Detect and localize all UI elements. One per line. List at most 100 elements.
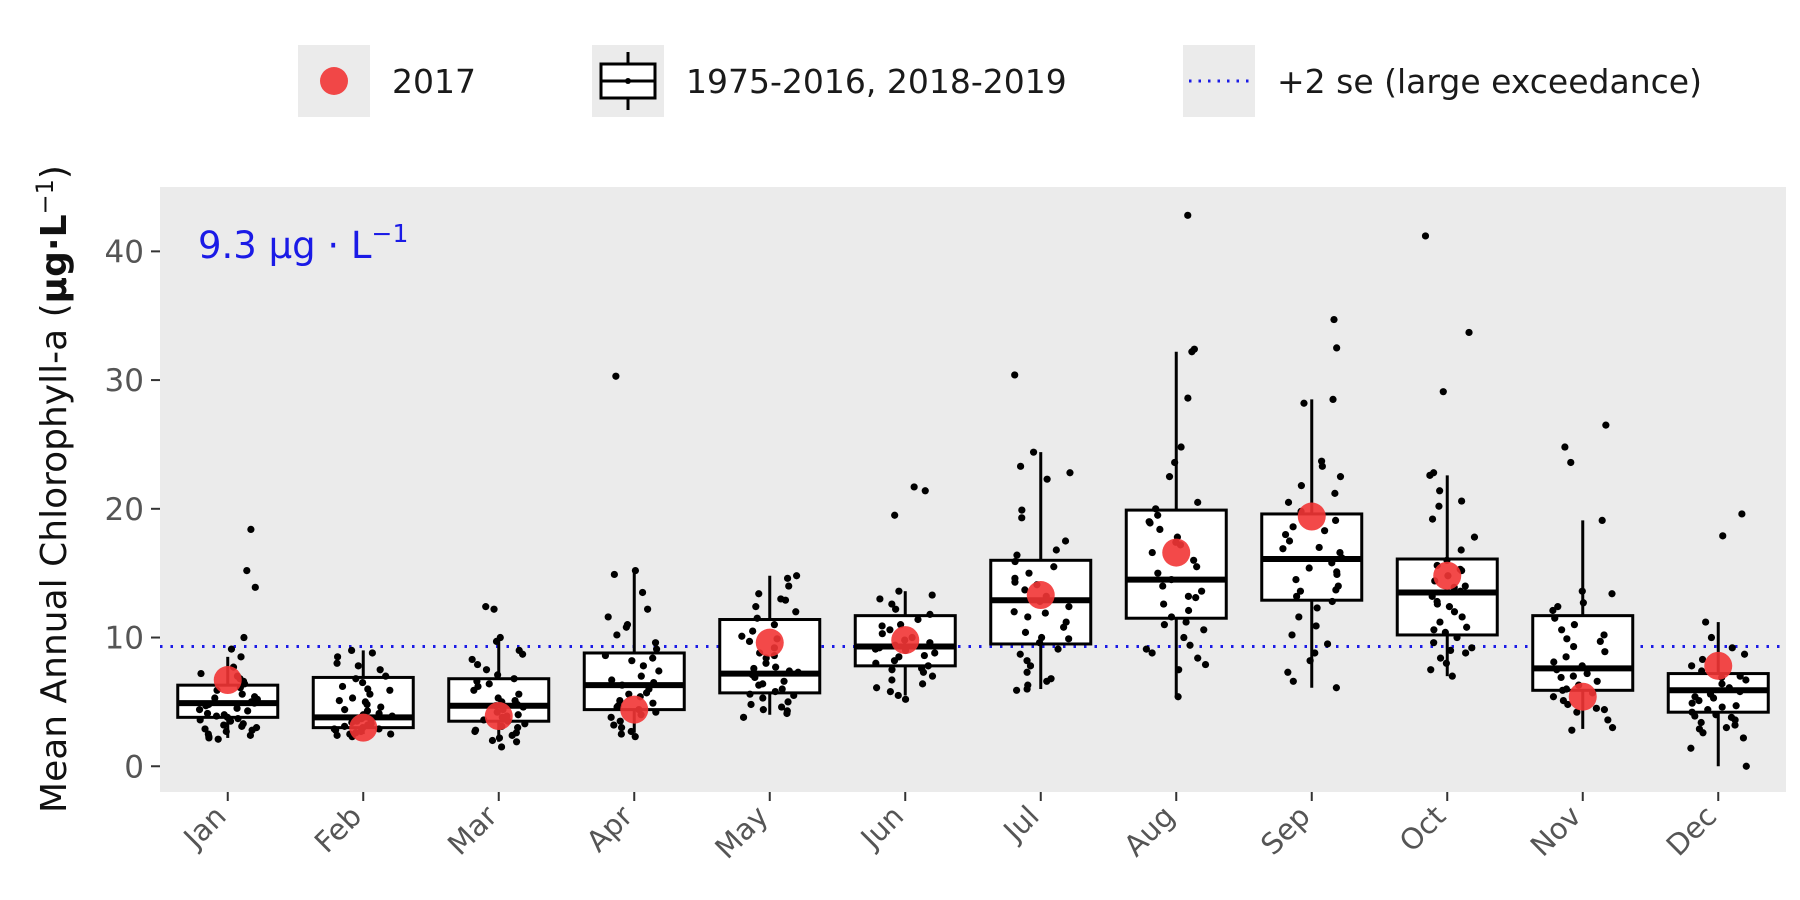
data-point <box>1328 559 1336 567</box>
data-point <box>918 680 927 688</box>
data-point <box>1011 371 1019 379</box>
data-point <box>375 709 383 718</box>
data-point <box>1054 645 1062 653</box>
data-point <box>1468 644 1476 652</box>
data-point <box>1435 502 1443 510</box>
data-point <box>1284 668 1292 676</box>
data-point <box>388 712 396 720</box>
data-point <box>1300 399 1308 407</box>
data-point <box>1154 511 1162 519</box>
data-point <box>1018 514 1026 522</box>
data-point <box>1450 608 1459 616</box>
data-point <box>1177 443 1185 451</box>
data-point <box>1146 519 1154 527</box>
data-point <box>244 707 252 715</box>
data-point <box>1284 498 1293 506</box>
data-point <box>1428 592 1436 600</box>
data-point <box>649 699 657 707</box>
data-point <box>1012 686 1021 694</box>
data-point <box>1184 592 1193 600</box>
data-point <box>201 725 209 733</box>
data-point <box>1174 693 1182 701</box>
data-point <box>1569 672 1577 680</box>
data-point <box>1604 716 1612 724</box>
data-point <box>1550 658 1558 666</box>
data-point <box>1065 603 1073 611</box>
data-point <box>1709 694 1718 702</box>
data-point <box>1567 458 1575 467</box>
legend-label-reference: 1975-2016, 2018-2019 <box>686 62 1067 101</box>
data-point <box>749 627 757 635</box>
data-point <box>1013 551 1021 559</box>
point-2017-jun <box>891 626 920 655</box>
data-point <box>1321 527 1329 535</box>
point-2017-feb <box>349 713 378 742</box>
y-axis-title: Mean Annual Chlorophyll-a (μg·L−1) <box>31 165 75 813</box>
data-point <box>1190 556 1198 564</box>
data-point <box>651 639 660 647</box>
data-point <box>1436 618 1444 626</box>
data-point <box>1441 628 1449 636</box>
data-point <box>1564 700 1572 709</box>
data-point <box>1188 348 1196 356</box>
data-point <box>1023 657 1031 665</box>
data-point <box>1570 621 1579 629</box>
data-point <box>1578 587 1586 595</box>
data-point <box>1562 653 1570 661</box>
data-point <box>1333 568 1341 576</box>
data-point <box>1736 672 1744 680</box>
x-tick-label: Nov <box>1524 799 1588 863</box>
data-point <box>243 566 251 575</box>
data-point <box>1428 515 1437 523</box>
data-point <box>211 694 219 702</box>
data-point <box>888 666 896 674</box>
y-tick-label: 20 <box>105 492 144 528</box>
data-point <box>247 525 255 534</box>
data-point <box>1718 703 1726 711</box>
data-point <box>642 689 651 697</box>
data-point <box>470 686 478 694</box>
data-point <box>1719 532 1727 540</box>
data-point <box>1695 725 1704 733</box>
data-point <box>878 630 886 638</box>
data-point <box>926 639 934 647</box>
data-point <box>387 730 395 738</box>
data-point <box>1159 582 1167 590</box>
data-point <box>1687 744 1695 752</box>
point-2017-dec <box>1704 651 1733 680</box>
data-point <box>617 724 626 732</box>
data-point <box>1061 537 1070 545</box>
data-point <box>1600 706 1609 714</box>
data-point <box>1167 576 1175 584</box>
data-point <box>1461 582 1469 590</box>
data-point <box>1698 667 1706 675</box>
data-point <box>497 743 506 751</box>
data-point <box>1596 637 1604 645</box>
data-point <box>348 694 357 702</box>
data-point <box>348 646 356 655</box>
data-point <box>1285 537 1294 545</box>
data-point <box>888 676 896 684</box>
data-point <box>1065 635 1073 643</box>
data-point <box>1292 576 1300 584</box>
data-point <box>196 716 204 724</box>
data-point <box>1583 669 1591 678</box>
data-point <box>203 709 212 718</box>
data-point <box>783 574 792 582</box>
data-point <box>226 717 235 725</box>
data-point <box>492 637 501 645</box>
x-tick-label: May <box>708 799 774 865</box>
data-point <box>785 582 793 590</box>
data-point <box>1740 650 1749 658</box>
data-point <box>1458 497 1466 505</box>
data-point <box>650 678 658 687</box>
data-point <box>1421 232 1430 240</box>
data-point <box>1702 618 1710 626</box>
data-point <box>352 675 360 683</box>
data-point <box>738 632 746 640</box>
data-point <box>1731 716 1739 724</box>
data-point <box>607 713 615 721</box>
data-point <box>888 600 896 608</box>
data-point <box>1433 600 1441 608</box>
